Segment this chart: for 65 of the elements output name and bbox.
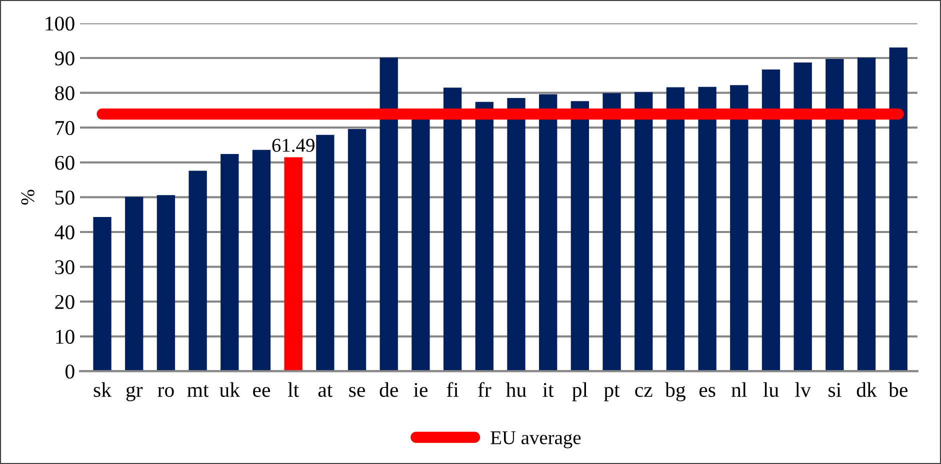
y-tick-label: 50 <box>56 190 74 205</box>
bar <box>794 62 812 372</box>
y-tick-label: 90 <box>54 51 74 66</box>
x-tick-label: pt <box>604 385 620 402</box>
bar <box>602 93 621 372</box>
y-tick-label: 100 <box>46 16 74 31</box>
bar <box>284 157 302 372</box>
bar <box>316 134 334 372</box>
bar <box>826 59 844 372</box>
y-axis-title: % <box>21 190 34 205</box>
bar <box>220 154 239 372</box>
bar <box>252 150 271 372</box>
y-tick-label: 10 <box>56 330 74 344</box>
y-tick-label: 30 <box>55 260 74 274</box>
x-tick-label: lv <box>795 382 811 397</box>
x-tick-label: de <box>380 382 398 397</box>
bar <box>666 87 685 372</box>
bar <box>156 195 176 372</box>
x-tick-label: be <box>888 382 908 397</box>
bar <box>93 217 112 372</box>
x-tick-label: ro <box>158 386 174 397</box>
bar <box>889 48 908 372</box>
x-tick-label: bg <box>665 382 686 402</box>
data-label: 61.49 <box>272 138 314 152</box>
x-tick-label: nl <box>732 382 747 397</box>
y-tick-label: 60 <box>55 156 74 170</box>
x-tick-label: pl <box>572 382 588 402</box>
bar <box>857 58 876 372</box>
bar <box>698 86 716 372</box>
x-tick-label: hu <box>506 382 526 397</box>
bar <box>380 58 398 372</box>
x-tick-label: lt <box>288 382 300 397</box>
y-tick-label: 20 <box>55 294 74 310</box>
bar <box>125 196 144 372</box>
bar <box>475 102 494 372</box>
bar <box>570 101 590 372</box>
x-tick-label: ie <box>414 382 428 397</box>
bar <box>507 98 526 372</box>
bar <box>539 94 558 372</box>
y-tick-label: 0 <box>66 364 74 379</box>
x-tick-label: mt <box>187 385 209 397</box>
x-tick-label: dk <box>856 382 877 397</box>
bar <box>634 92 653 372</box>
x-tick-label: fi <box>446 382 459 397</box>
x-tick-label: si <box>828 382 842 397</box>
x-tick-label: it <box>542 382 554 397</box>
y-tick-label: 70 <box>56 120 74 136</box>
x-tick-label: ee <box>253 386 270 397</box>
x-tick-label: cz <box>635 386 652 397</box>
x-tick-label: gr <box>126 386 143 402</box>
y-tick-label: 40 <box>54 225 74 240</box>
bar <box>730 85 748 372</box>
bar <box>188 170 207 372</box>
x-tick-label: sk <box>94 382 112 397</box>
x-tick-label: fr <box>478 382 492 397</box>
x-tick-label: se <box>349 386 365 397</box>
bar <box>443 88 462 372</box>
x-tick-label: lu <box>763 382 779 397</box>
x-tick-label: uk <box>220 382 240 397</box>
y-tick-label: 80 <box>55 86 74 100</box>
bar <box>762 69 780 372</box>
x-tick-label: es <box>699 386 716 397</box>
x-tick-label: at <box>318 385 333 397</box>
bar <box>348 128 366 372</box>
legend-label: EU average <box>490 431 581 448</box>
